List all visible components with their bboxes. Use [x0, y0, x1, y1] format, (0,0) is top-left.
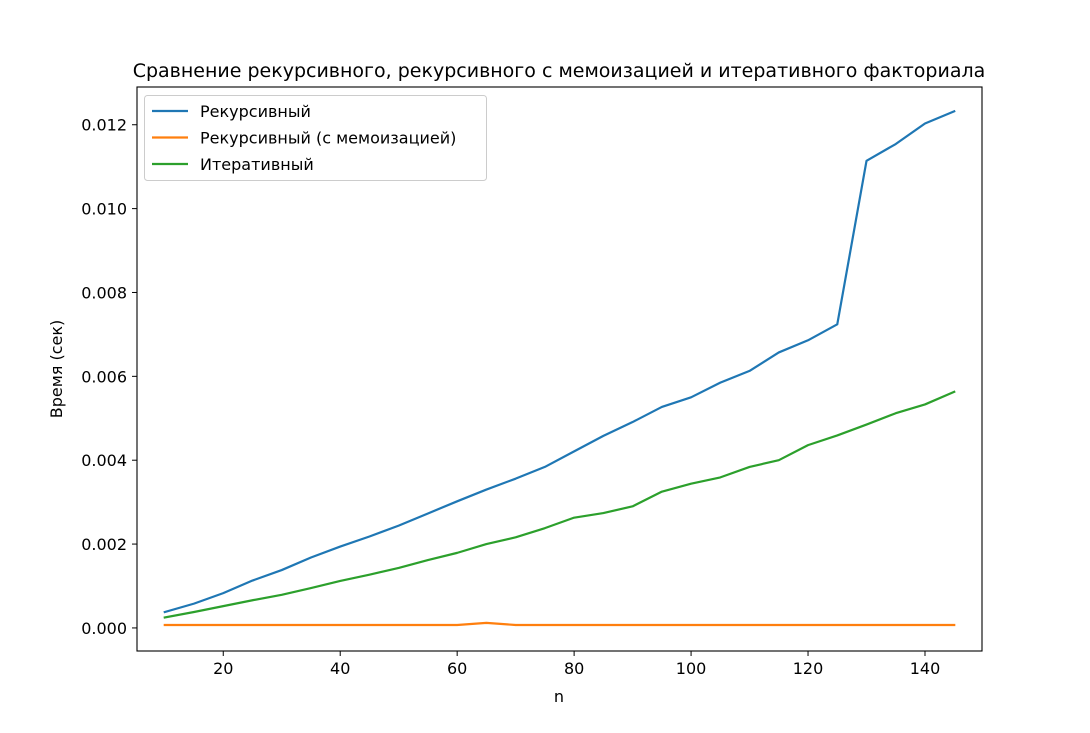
plot-frame: [136, 86, 983, 652]
y-tick-label: 0.006: [81, 367, 127, 386]
x-tick-label: 40: [330, 659, 350, 678]
legend-label-1: Рекурсивный: [200, 102, 311, 121]
chart-title: Сравнение рекурсивного, рекурсивного с м…: [133, 60, 986, 82]
y-tick-label: 0.002: [81, 535, 127, 554]
legend-box: [144, 95, 487, 181]
x-tick-label: 140: [910, 659, 941, 678]
series-line-2: [163, 621, 956, 627]
y-tick-label: 0.004: [81, 451, 127, 470]
series-line-1: [163, 109, 956, 614]
series-line-3: [163, 390, 956, 619]
y-tick-label: 0.008: [81, 283, 127, 302]
x-tick-label: 60: [447, 659, 467, 678]
y-tick-label: 0.012: [81, 116, 127, 135]
legend-label-2: Рекурсивный (с мемоизацией): [200, 129, 456, 148]
y-tick-label: 0.000: [81, 619, 127, 638]
legend-label-3: Итеративный: [200, 155, 314, 174]
x-tick-label: 120: [793, 659, 824, 678]
x-axis-label: n: [554, 687, 564, 706]
y-axis-label: Время (сек): [47, 320, 66, 419]
x-tick-label: 80: [564, 659, 584, 678]
legend-items: Рекурсивный Рекурсивный (с мемоизацией) Ит…: [152, 102, 456, 174]
x-axis: 20 40 60 80 100 120 140: [213, 651, 940, 678]
x-tick-label: 20: [213, 659, 233, 678]
y-axis: 0.000 0.002 0.004 0.006 0.008 0.010 0.012: [81, 116, 137, 638]
series-layer: [163, 109, 956, 627]
legend: Рекурсивный Рекурсивный (с мемоизацией) Ит…: [144, 95, 487, 181]
y-tick-label: 0.010: [81, 200, 127, 219]
x-tick-label: 100: [676, 659, 707, 678]
